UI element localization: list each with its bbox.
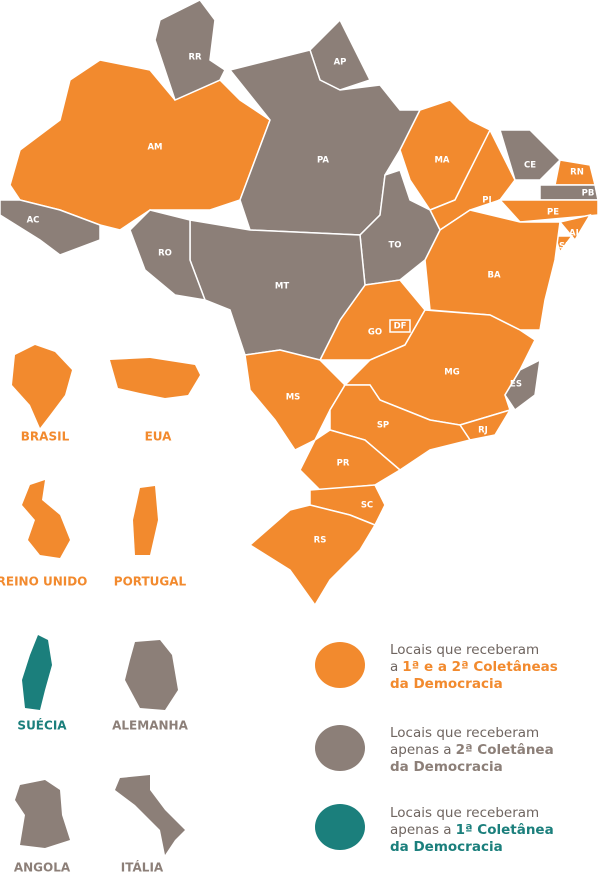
state (498, 199, 599, 223)
state-label: PB (582, 189, 595, 199)
state-label: MS (286, 393, 301, 403)
state-label: PI (482, 196, 491, 206)
legend-item: Locais que receberam apenas a 1ª Coletâne… (390, 805, 570, 856)
legend-text: Locais que receberam a (390, 642, 540, 675)
state (424, 209, 561, 331)
country-label: ANGOLA (14, 861, 71, 874)
state (244, 349, 346, 451)
state-label: SP (377, 421, 389, 431)
state-label: PR (337, 459, 350, 469)
state-label: CE (524, 161, 536, 171)
state (154, 0, 226, 102)
country-label: SUÉCIA (17, 718, 67, 733)
legend-swatch (315, 725, 365, 771)
country-label: REINO UNIDO (0, 575, 87, 589)
legend-item: Locais que receberam apenas a 2ª Coletâne… (390, 725, 570, 776)
state-label: MG (444, 368, 459, 378)
legend-swatch (315, 804, 365, 850)
state-label: AC (27, 216, 40, 226)
state-label: AM (147, 143, 162, 153)
legend-highlight: 1ª Coletânea da Democracia (390, 822, 554, 855)
country-shape (110, 358, 200, 398)
state-label: RN (570, 168, 584, 178)
state-label: PA (317, 156, 329, 166)
state-label: GO (368, 328, 382, 338)
legend-item: Locais que receberam a 1ª e a 2ª Coletâne… (390, 642, 570, 693)
country-shape (15, 780, 70, 848)
country-label: BRASIL (21, 430, 70, 444)
state-label: BA (487, 271, 500, 281)
state (0, 199, 101, 256)
legend-highlight: 1ª e a 2ª Coletâneas da Democracia (390, 659, 558, 692)
state (9, 59, 271, 231)
state-label: AP (334, 58, 347, 68)
legend-text: Locais que receberam apenas a (390, 725, 540, 758)
state-label: TO (388, 241, 401, 251)
state (248, 504, 377, 607)
state-label: DF (394, 322, 407, 332)
country-shape (125, 640, 178, 710)
state (129, 209, 207, 301)
state-label: AL (569, 229, 582, 239)
country-shape (115, 775, 185, 855)
country-shape (133, 486, 158, 555)
country-shape (22, 635, 52, 710)
state-label: ES (510, 380, 522, 390)
state (389, 319, 411, 333)
country-label: EUA (145, 430, 173, 444)
state-label: SC (361, 501, 373, 511)
legend-text: Locais que receberam apenas a (390, 805, 540, 838)
state-label: RR (188, 53, 202, 63)
state-label: SE (559, 242, 571, 252)
state (498, 129, 562, 181)
state (504, 358, 541, 412)
legend-swatch (315, 642, 365, 688)
state-label: RJ (478, 426, 488, 436)
state-label: RS (314, 536, 327, 546)
country-label: ITÁLIA (121, 860, 164, 874)
country-label: ALEMANHA (112, 719, 188, 733)
country-label: PORTUGAL (114, 575, 187, 589)
country-shape (12, 345, 72, 428)
state-label: MT (275, 282, 289, 292)
state-label: MA (434, 156, 449, 166)
state-label: RO (158, 249, 172, 259)
legend-highlight: 2ª Coletânea da Democracia (390, 742, 554, 775)
state (299, 429, 402, 491)
state-label: PE (547, 208, 559, 218)
country-shape (22, 480, 70, 558)
state (558, 213, 592, 242)
